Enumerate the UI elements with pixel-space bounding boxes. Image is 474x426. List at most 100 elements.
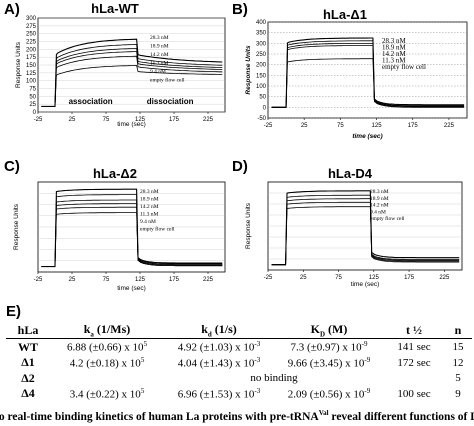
panel-d-title: hLa-D4 (327, 166, 373, 181)
cell-ka: 6.88 (±0.66) x 105 (66, 340, 148, 354)
panel-d-letter: D) (232, 158, 248, 175)
y-tick-label: -50 (257, 116, 266, 122)
series-line (271, 201, 460, 266)
y-tick-label: 150 (26, 63, 37, 69)
cell-KD: 7.3 (±0.97) x 10-9 (290, 340, 368, 354)
y-tick-label: 250 (26, 32, 37, 38)
y-tick-label: 275 (26, 24, 37, 30)
header-kd: kd (1/s) (164, 322, 274, 340)
cell-n: 9 (455, 387, 461, 400)
cell-kd: 4.04 (±1.43) x 10-3 (177, 355, 261, 370)
series-line (271, 206, 460, 266)
x-tick-label: 125 (372, 123, 383, 129)
x-tick-label: 225 (203, 117, 214, 123)
plot-frame (267, 21, 468, 119)
series-line (41, 38, 223, 107)
cell-no-binding: no binding (250, 372, 298, 385)
series-line (271, 37, 465, 108)
x-tick-label: 125 (135, 117, 146, 123)
x-axis-label: time (sec) (117, 121, 146, 128)
y-tick-label: 300 (256, 41, 267, 47)
y-tick-label: 50 (29, 94, 36, 100)
x-tick-label: 225 (444, 123, 455, 129)
series-line (271, 45, 465, 108)
series-label: 9.4 nM (140, 219, 156, 225)
x-tick-label: -25 (34, 277, 43, 283)
header-hla: hLa (6, 322, 50, 340)
y-tick-label: 225 (26, 40, 37, 46)
y-axis-label: Response Units (245, 45, 252, 95)
series-line (271, 194, 460, 266)
series-line (41, 51, 223, 107)
series-label: 11.3 nM (140, 212, 159, 218)
series-label: 28.3 nM (382, 37, 407, 45)
x-tick-label: 75 (335, 275, 342, 281)
series-label: 9.4 nM (370, 209, 386, 215)
x-tick-label: -25 (34, 117, 43, 123)
row-name: Δ4 (21, 386, 35, 401)
y-tick-label: 100 (26, 79, 37, 85)
cell-t-half: 172 sec (397, 356, 431, 369)
x-tick-label: 25 (69, 277, 76, 283)
series-label: 11.3 nM (382, 57, 406, 65)
y-tick-label: 400 (256, 20, 267, 26)
y-axis-label: Response Units (13, 203, 20, 250)
series-label: empty flow cell (140, 226, 175, 233)
panel-c-title: hLa-Δ2 (92, 166, 137, 181)
series-line (41, 48, 223, 107)
y-tick-label: 300 (26, 16, 37, 22)
x-tick-label: 75 (103, 117, 110, 123)
cell-empty (50, 370, 164, 386)
x-axis-label: time (sec) (352, 133, 382, 140)
kinetics-table: hLa ka (1/Ms) kd (1/s) KD (M) t ½ n WT 6… (6, 322, 472, 401)
series-label: 28.3 nM (370, 189, 389, 195)
table-row: Δ4 3.4 (±0.22) x 105 6.96 (±1.53) x 10-3… (6, 386, 472, 402)
cell-kd: 6.96 (±1.53) x 10-3 (177, 386, 261, 401)
table-section-letter: E) (6, 303, 21, 320)
phase-label-association: association (69, 97, 113, 106)
panel-b-title: hLa-Δ1 (322, 7, 367, 22)
x-tick-label: 25 (69, 117, 76, 123)
y-tick-label: 0 (263, 105, 267, 111)
series-label: 14.2 nM (140, 204, 159, 210)
series-label: 14.2 nM (382, 50, 407, 58)
series-label: empty flow cell (150, 77, 185, 84)
y-tick-label: 200 (256, 63, 267, 69)
series-label: 18.9 nM (150, 44, 169, 50)
series-line (41, 43, 223, 107)
x-tick-label: 25 (301, 123, 308, 129)
panel-b-plot: -50 0 50 100 150 200 250 300 350 400 -25 25 75 125 175… (245, 20, 468, 140)
panel-d-plot: -25 25 75 125 175 225 time (sec) Response Units… (245, 181, 463, 288)
series-line (41, 212, 223, 267)
series-line (41, 203, 223, 267)
cell-KD: 9.66 (±3.45) x 10-9 (287, 355, 371, 370)
cell-ka: 3.4 (±0.22) x 105 (69, 386, 145, 401)
header-n: n (444, 322, 472, 340)
phase-label-dissociation: dissociation (147, 97, 194, 106)
x-tick-label: 175 (408, 123, 419, 129)
series-line (271, 58, 465, 108)
y-tick-label: 200 (26, 47, 37, 53)
x-axis-label: time (sec) (351, 281, 380, 288)
cell-empty (384, 370, 444, 386)
cell-n: 12 (452, 356, 464, 369)
table-row: Δ2 no binding 5 (6, 370, 472, 386)
panel-b-letter: B) (232, 1, 248, 18)
table-header-row: hLa ka (1/Ms) kd (1/s) KD (M) t ½ n (6, 322, 472, 340)
series-label: 18.9 nM (382, 44, 407, 52)
header-KD: KD (M) (274, 322, 384, 340)
panel-c-plot: -25 25 75 125 175 225 time (sec) Response Units… (13, 181, 226, 292)
cell-n: 15 (452, 341, 464, 354)
panel-a-title: hLa-WT (91, 1, 139, 16)
row-name: Δ2 (21, 370, 35, 385)
x-tick-label: -25 (264, 123, 273, 129)
y-axis-label: Response Units (15, 41, 22, 88)
series-line (41, 55, 223, 107)
y-tick-label: 350 (256, 31, 267, 37)
series-label: 28.3 nM (150, 35, 169, 41)
series-label: 14.2 nM (150, 52, 169, 58)
x-tick-label: 225 (439, 275, 450, 281)
panel-a-letter: A) (4, 1, 20, 18)
figure-caption: ro real-time binding kinetics of human L… (0, 409, 474, 423)
